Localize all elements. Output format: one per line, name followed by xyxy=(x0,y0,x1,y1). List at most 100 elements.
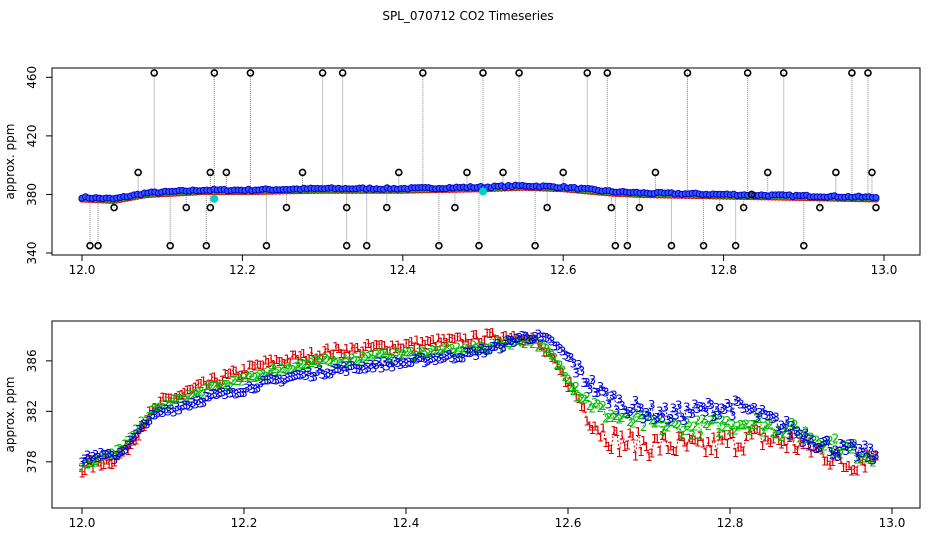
series-marker: 2 xyxy=(669,416,677,430)
series-marker: 3 xyxy=(135,423,143,437)
series-marker: 1 xyxy=(297,349,305,363)
series-marker: 1 xyxy=(197,377,205,391)
series-marker: 2 xyxy=(575,390,583,404)
series-marker: 2 xyxy=(591,396,599,410)
series-marker: 1 xyxy=(300,347,308,361)
series-marker: 2 xyxy=(715,426,723,440)
series-marker: 2 xyxy=(281,362,289,376)
series-marker: 1 xyxy=(672,445,680,459)
series-marker: 3 xyxy=(367,358,375,372)
series-marker: 2 xyxy=(321,352,329,366)
series-marker: 2 xyxy=(480,343,488,357)
series-marker: 3 xyxy=(564,350,572,364)
series-marker: 3 xyxy=(183,399,191,413)
series-marker: 2 xyxy=(202,382,210,396)
series-marker: 2 xyxy=(516,334,524,348)
outlier-point xyxy=(559,168,568,177)
series-marker: 2 xyxy=(470,339,478,353)
series-marker: 3 xyxy=(772,411,780,425)
series-marker: 1 xyxy=(151,401,159,415)
series-marker: 2 xyxy=(718,414,726,428)
series-marker: 2 xyxy=(318,353,326,367)
plot-frame xyxy=(51,67,921,256)
series-marker: 1 xyxy=(426,335,434,349)
series-marker: 3 xyxy=(416,351,424,365)
series-marker: 3 xyxy=(375,355,383,369)
series-marker: 3 xyxy=(219,385,227,399)
series-marker: 2 xyxy=(402,345,410,359)
series-marker: 2 xyxy=(78,461,86,475)
series-marker: 1 xyxy=(119,445,127,459)
series-marker: 3 xyxy=(545,332,553,346)
series-marker: 1 xyxy=(451,332,459,346)
series-marker: 2 xyxy=(329,353,337,367)
series-marker: 3 xyxy=(432,354,440,368)
series-marker: 1 xyxy=(688,433,696,447)
outlier-point xyxy=(607,203,616,212)
series-marker: 1 xyxy=(413,333,421,347)
series-marker: 2 xyxy=(370,353,378,367)
series-marker: 2 xyxy=(777,430,785,444)
series-2: 2222222222222222222222222222222222222222… xyxy=(78,332,879,475)
series-marker: 1 xyxy=(534,338,542,352)
series-marker: 1 xyxy=(132,434,140,448)
series-marker: 2 xyxy=(664,420,672,434)
series-marker: 2 xyxy=(364,350,372,364)
series-marker: 2 xyxy=(561,370,569,384)
series-marker: 1 xyxy=(205,378,213,392)
series-marker: 1 xyxy=(232,365,240,379)
series-marker: 2 xyxy=(618,411,626,425)
series-marker: 3 xyxy=(615,392,623,406)
series-marker: 1 xyxy=(86,454,94,468)
series-marker: 3 xyxy=(356,363,364,377)
series-marker: 3 xyxy=(348,359,356,373)
series-marker: 3 xyxy=(86,453,94,467)
series-marker: 3 xyxy=(516,331,524,345)
series-marker: 1 xyxy=(840,461,848,475)
series-marker: 2 xyxy=(634,411,642,425)
series-marker: 3 xyxy=(634,401,642,415)
series-marker: 1 xyxy=(108,458,116,472)
series-marker: 3 xyxy=(597,380,605,394)
series-marker: 2 xyxy=(332,357,340,371)
series-marker: 1 xyxy=(213,376,221,390)
series-marker: 2 xyxy=(148,404,156,418)
series-marker: 3 xyxy=(745,403,753,417)
series-marker: 2 xyxy=(540,341,548,355)
series-marker: 3 xyxy=(156,405,164,419)
series-marker: 3 xyxy=(92,448,100,462)
series-marker: 2 xyxy=(502,337,510,351)
series-marker: 2 xyxy=(140,417,148,431)
series-marker: 2 xyxy=(721,420,729,434)
series-marker: 2 xyxy=(367,348,375,362)
series-marker: 2 xyxy=(132,422,140,436)
series-marker: 1 xyxy=(394,338,402,352)
series-marker: 2 xyxy=(767,418,775,432)
series-marker: 3 xyxy=(243,381,251,395)
series-marker: 2 xyxy=(159,401,167,415)
series-marker: 3 xyxy=(291,369,299,383)
series-marker: 2 xyxy=(197,384,205,398)
series-marker: 3 xyxy=(837,437,845,451)
series-marker: 2 xyxy=(375,347,383,361)
series-marker: 1 xyxy=(794,444,802,458)
series-marker: 1 xyxy=(559,366,567,380)
series-marker: 2 xyxy=(129,429,137,443)
series-marker: 1 xyxy=(680,435,688,449)
series-marker: 3 xyxy=(251,383,259,397)
series-marker: 3 xyxy=(707,398,715,412)
series-marker: 2 xyxy=(769,427,777,441)
series-marker: 1 xyxy=(537,339,545,353)
series-marker: 3 xyxy=(740,402,748,416)
series-marker: 2 xyxy=(629,417,637,431)
x-tick-label: 12.2 xyxy=(231,516,258,530)
series-marker: 2 xyxy=(667,415,675,429)
series-marker: 3 xyxy=(788,419,796,433)
series-marker: 1 xyxy=(445,331,453,345)
series-marker: 3 xyxy=(632,394,640,408)
panel-2: 12.0 12.2 12.4 12.6 12.8 13.0 378 382 386 approx.… xyxy=(3,320,921,530)
series-marker: 1 xyxy=(186,383,194,397)
outlier-point xyxy=(110,203,118,212)
outlier-point xyxy=(868,168,876,177)
series-marker: 1 xyxy=(691,434,699,448)
